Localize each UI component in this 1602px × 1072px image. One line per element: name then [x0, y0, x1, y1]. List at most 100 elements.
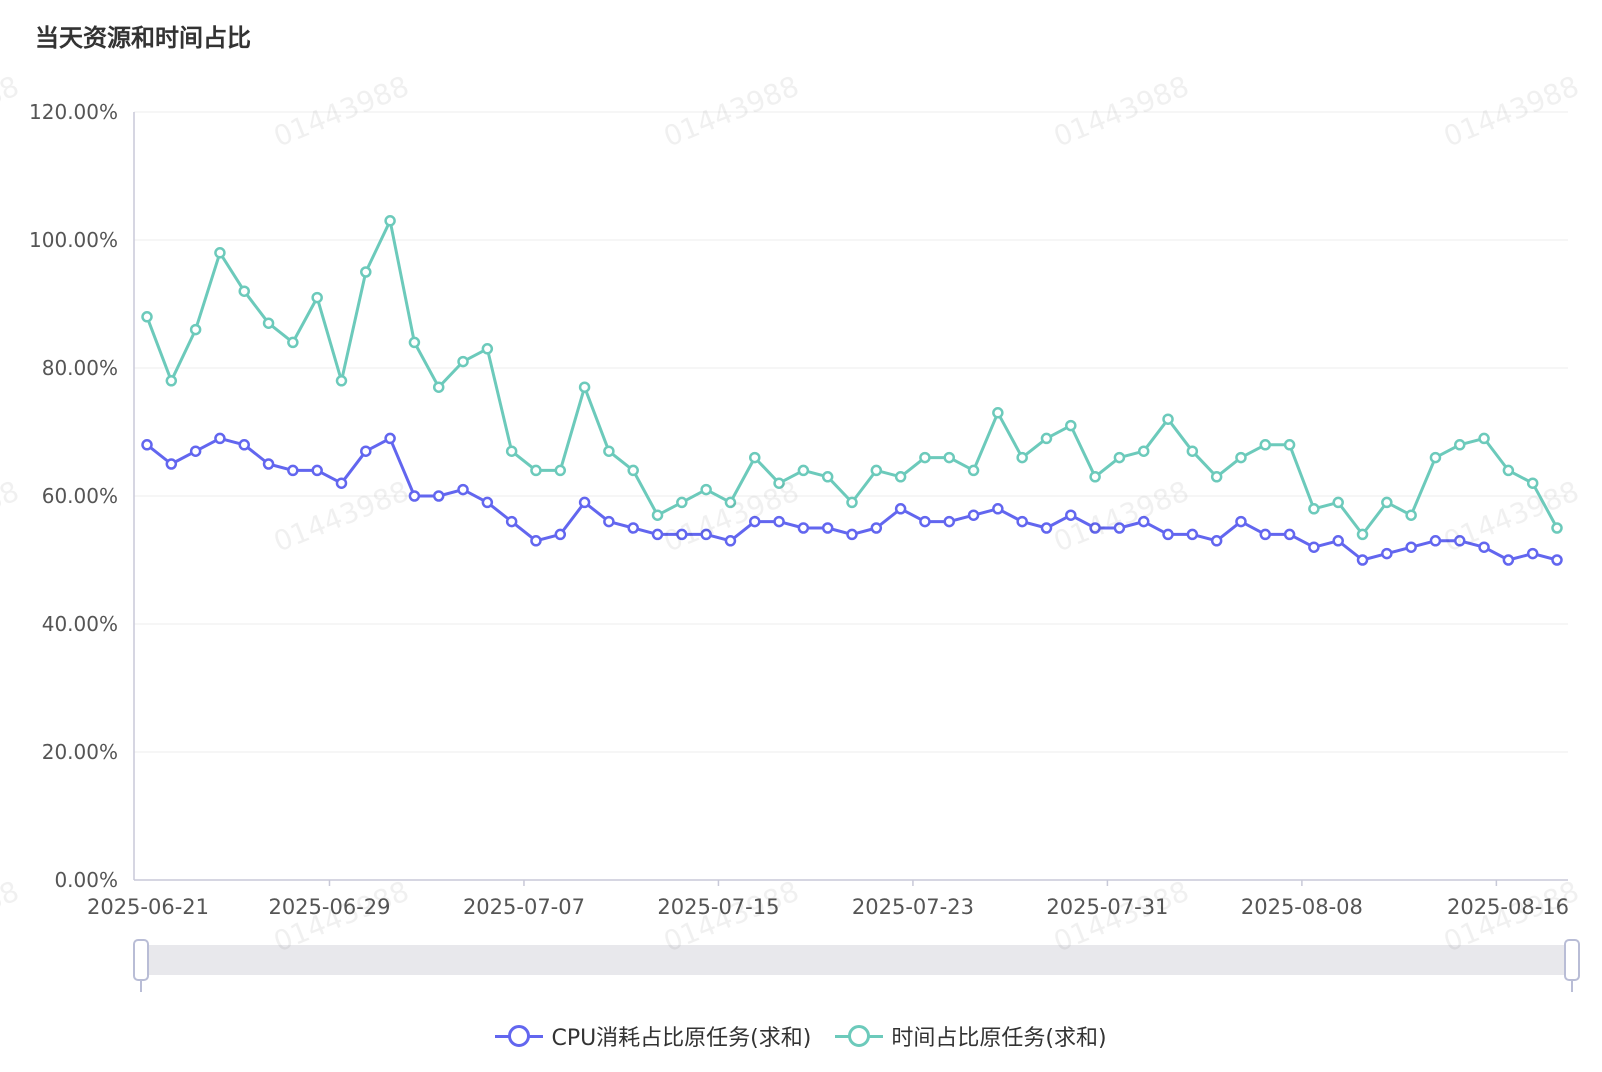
legend: CPU消耗占比原任务(求和) 时间占比原任务(求和): [0, 1020, 1602, 1052]
data-point: [943, 451, 955, 464]
data-point: [1478, 432, 1490, 445]
data-point: [1235, 515, 1247, 528]
data-point: [1308, 541, 1320, 553]
y-tick-label: 120.00%: [29, 100, 118, 124]
data-point: [651, 509, 664, 521]
data-point: [749, 515, 761, 528]
data-point: [578, 381, 591, 393]
data-point: [1162, 413, 1174, 425]
data-point: [481, 343, 494, 355]
data-point: [1137, 445, 1150, 457]
data-point: [335, 375, 348, 387]
data-point: [1405, 541, 1417, 553]
x-tick-label: 2025-06-21: [87, 895, 209, 919]
x-tick-label: 2025-08-08: [1241, 895, 1363, 919]
data-point: [554, 528, 567, 541]
data-point: [189, 445, 202, 457]
y-tick-label: 40.00%: [42, 612, 118, 636]
data-point: [1454, 535, 1466, 547]
data-point: [1429, 451, 1442, 464]
data-point: [141, 439, 153, 451]
data-point: [1186, 528, 1199, 541]
data-point: [1040, 432, 1053, 445]
data-point: [262, 458, 275, 470]
data-point: [919, 515, 931, 528]
data-point: [1113, 451, 1126, 464]
x-tick-label: 2025-07-15: [657, 895, 779, 919]
data-point: [287, 464, 299, 477]
data-point: [797, 522, 810, 534]
x-tick-label: 2025-07-07: [463, 895, 585, 919]
data-point: [432, 381, 445, 393]
data-point: [1332, 535, 1344, 547]
y-tick-label: 100.00%: [29, 228, 118, 252]
data-point: [530, 535, 542, 547]
data-point: [919, 451, 931, 464]
data-point: [676, 496, 688, 509]
data-point: [724, 496, 737, 509]
data-point: [408, 336, 421, 349]
data-point: [1113, 522, 1126, 534]
legend-item-time[interactable]: 时间占比原任务(求和): [835, 1020, 1107, 1052]
legend-cpu-label: CPU消耗占比原任务(求和): [551, 1026, 812, 1051]
slider-track: [140, 945, 1570, 975]
data-point: [360, 266, 372, 278]
chart-title: 当天资源和时间占比: [35, 24, 251, 52]
data-point: [384, 215, 396, 227]
data-point: [1332, 496, 1344, 509]
grid-lines: [134, 111, 1568, 753]
slider-handle-left[interactable]: [133, 939, 149, 981]
y-tick-label: 60.00%: [42, 484, 118, 508]
data-point: [773, 515, 785, 528]
data-point: [821, 471, 834, 483]
data-point: [1235, 451, 1247, 464]
data-point: [432, 490, 445, 502]
data-point: [821, 522, 834, 534]
data-point: [165, 375, 178, 387]
data-point: [335, 477, 348, 489]
data-point: [165, 458, 178, 470]
data-point: [1551, 554, 1563, 566]
data-point: [894, 503, 907, 515]
line-chart: 0.00% 20.00% 40.00% 60.00% 80.00% 100.00% 120.…: [29, 100, 1580, 992]
data-point: [846, 496, 858, 509]
data-point: [773, 477, 785, 489]
data-point: [967, 509, 980, 521]
data-point: [1065, 419, 1077, 432]
data-point: [846, 528, 858, 541]
data-point: [1381, 496, 1393, 509]
series-line-time: [145, 219, 1559, 536]
legend-time-label: 时间占比原任务(求和): [891, 1026, 1107, 1051]
data-point: [238, 285, 250, 297]
data-point: [262, 317, 275, 329]
slider-handle-right[interactable]: [1564, 939, 1580, 981]
data-point: [870, 522, 883, 534]
legend-item-cpu[interactable]: CPU消耗占比原任务(求和): [495, 1020, 811, 1052]
data-point: [189, 323, 202, 336]
x-tick-label: 2025-07-23: [852, 895, 974, 919]
data-point: [870, 464, 883, 477]
data-point: [141, 311, 153, 323]
data-point: [408, 490, 421, 502]
data-point: [992, 407, 1004, 419]
data-point: [627, 522, 639, 534]
data-point: [603, 515, 615, 528]
x-tick-label: 2025-07-31: [1046, 895, 1168, 919]
data-point: [1259, 528, 1272, 541]
data-point: [1162, 528, 1174, 541]
y-tick-label: 0.00%: [54, 868, 118, 892]
x-tick-label: 2025-08-16: [1447, 895, 1569, 919]
x-tick-label: 2025-06-29: [268, 895, 390, 919]
y-tick-label: 20.00%: [42, 740, 118, 764]
data-point: [505, 515, 518, 528]
data-point: [676, 528, 688, 541]
y-axis: 0.00% 20.00% 40.00% 60.00% 80.00% 100.00% 120.…: [29, 100, 135, 892]
data-point: [967, 464, 980, 477]
data-point: [311, 291, 323, 304]
legend-time-marker: [835, 1024, 884, 1048]
data-point: [1526, 547, 1539, 560]
data-point: [1551, 522, 1563, 534]
data-point: [749, 451, 761, 464]
data-point: [627, 464, 639, 477]
legend-cpu-marker: [495, 1024, 544, 1048]
